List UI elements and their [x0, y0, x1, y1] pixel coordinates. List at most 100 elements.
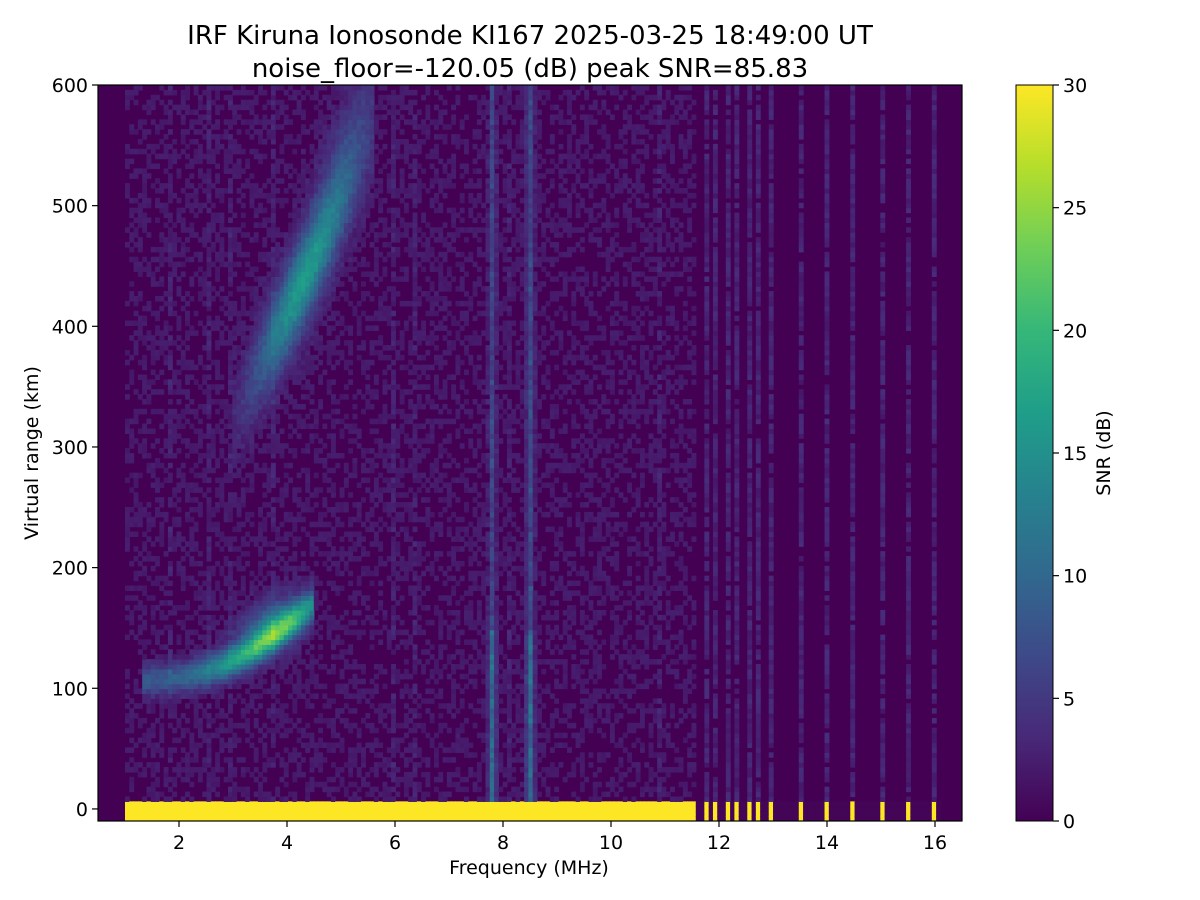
heatmap-cell	[163, 104, 169, 111]
heatmap-cell	[189, 443, 195, 449]
heatmap-cell	[309, 423, 315, 430]
heatmap-cell	[253, 541, 259, 547]
heatmap-cell	[202, 624, 208, 631]
heatmap-cell	[331, 114, 336, 120]
heatmap-cell	[326, 487, 332, 493]
heatmap-cell	[125, 163, 130, 170]
heatmap-cell	[155, 143, 160, 150]
heatmap-cell	[240, 492, 246, 498]
heatmap-cell	[240, 379, 246, 385]
heatmap-cell	[167, 560, 173, 567]
heatmap-cell	[386, 506, 392, 513]
heatmap-cell	[206, 134, 212, 140]
heatmap-cell	[339, 708, 345, 714]
heatmap-cell	[223, 727, 229, 734]
heatmap-cell	[240, 610, 246, 616]
heatmap-cell	[288, 246, 293, 253]
heatmap-cell	[219, 403, 225, 410]
heatmap-cell	[322, 742, 328, 748]
heatmap-cell	[232, 698, 238, 704]
heatmap-cell	[313, 89, 319, 96]
heatmap-cell	[378, 806, 384, 812]
heatmap-cell	[318, 222, 324, 228]
heatmap-cell	[309, 580, 315, 587]
heatmap-cell	[167, 600, 173, 606]
heatmap-cell	[309, 94, 315, 101]
heatmap-cell	[172, 737, 178, 744]
heatmap-cell	[142, 183, 148, 189]
heatmap-cell	[262, 767, 268, 773]
heatmap-cell	[335, 94, 341, 101]
heatmap-cell	[382, 266, 388, 273]
heatmap-cell	[309, 261, 315, 268]
heatmap-cell	[155, 688, 160, 695]
heatmap-cell	[185, 227, 190, 233]
heatmap-cell	[296, 217, 302, 223]
heatmap-cell	[283, 345, 289, 351]
heatmap-cell	[215, 340, 221, 346]
heatmap-cell	[262, 183, 268, 189]
heatmap-cell	[361, 271, 366, 277]
heatmap-cell	[133, 330, 139, 336]
heatmap-cell	[331, 654, 336, 660]
heatmap-cell	[210, 222, 216, 228]
heatmap-cell	[125, 703, 130, 709]
heatmap-cell	[356, 693, 362, 699]
heatmap-cell	[215, 251, 221, 258]
heatmap-cell	[232, 737, 238, 744]
heatmap-cell	[202, 104, 208, 111]
heatmap-cell	[193, 153, 199, 160]
heatmap-cell	[331, 408, 336, 415]
heatmap-cell	[270, 477, 276, 484]
heatmap-cell	[292, 335, 298, 341]
heatmap-cell	[167, 708, 173, 714]
heatmap-cell	[197, 438, 203, 444]
heatmap-cell	[313, 605, 319, 611]
heatmap-cell	[258, 801, 263, 807]
heatmap-cell	[309, 605, 315, 611]
heatmap-cell	[240, 786, 246, 793]
heatmap-cell	[215, 173, 221, 179]
heatmap-cell	[125, 521, 130, 528]
heatmap-cell	[322, 536, 328, 542]
heatmap-cell	[142, 590, 148, 596]
heatmap-cell	[283, 266, 289, 273]
heatmap-cell	[232, 767, 238, 773]
heatmap-cell	[253, 462, 259, 469]
heatmap-cell	[232, 345, 238, 351]
heatmap-cell	[335, 502, 341, 508]
heatmap-cell	[326, 227, 332, 233]
heatmap-cell	[202, 649, 208, 655]
heatmap-cell	[236, 394, 242, 400]
heatmap-cell	[352, 457, 358, 464]
heatmap-cell	[356, 207, 362, 214]
heatmap-cell	[365, 183, 371, 189]
heatmap-cell	[163, 683, 169, 690]
heatmap-cell	[270, 99, 276, 106]
heatmap-cell	[343, 163, 349, 170]
heatmap-cell	[279, 619, 285, 626]
heatmap-cell	[206, 261, 212, 268]
heatmap-cell	[313, 423, 319, 430]
heatmap-cell	[343, 786, 349, 793]
heatmap-cell	[309, 806, 315, 812]
heatmap-cell	[348, 202, 354, 209]
heatmap-cell	[279, 654, 285, 660]
heatmap-cell	[232, 614, 238, 621]
heatmap-cell	[382, 104, 388, 111]
heatmap-cell	[288, 315, 293, 322]
heatmap-cell	[352, 232, 358, 238]
heatmap-cell	[300, 590, 306, 596]
heatmap-cell	[309, 668, 315, 675]
heatmap-cell	[185, 492, 190, 498]
heatmap-cell	[305, 217, 311, 223]
heatmap-cell	[339, 168, 345, 174]
heatmap-cell	[361, 183, 366, 189]
heatmap-cell	[326, 158, 332, 165]
heatmap-cell	[300, 295, 306, 302]
heatmap-cell	[137, 506, 143, 513]
heatmap-cell	[309, 242, 315, 248]
heatmap-cell	[300, 806, 306, 812]
heatmap-cell	[318, 129, 324, 135]
heatmap-cell	[300, 580, 306, 587]
